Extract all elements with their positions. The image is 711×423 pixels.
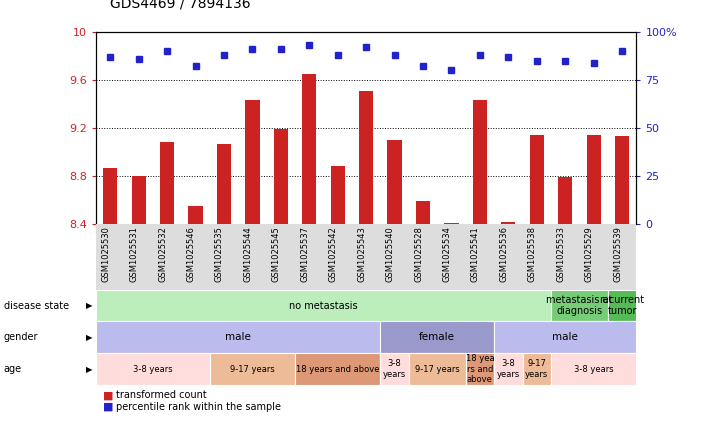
Text: female: female xyxy=(419,332,455,342)
Text: GDS4469 / 7894136: GDS4469 / 7894136 xyxy=(110,0,251,11)
Text: GSM1025533: GSM1025533 xyxy=(556,226,565,282)
Text: GSM1025534: GSM1025534 xyxy=(442,226,451,282)
Text: no metastasis: no metastasis xyxy=(289,301,358,310)
Bar xyxy=(217,143,231,224)
Bar xyxy=(444,223,459,224)
Text: ▶: ▶ xyxy=(86,365,92,374)
Text: 18 yea
rs and
above: 18 yea rs and above xyxy=(466,354,494,384)
Text: 3-8
years: 3-8 years xyxy=(497,360,520,379)
Text: GSM1025541: GSM1025541 xyxy=(471,226,480,282)
Text: ▶: ▶ xyxy=(86,333,92,342)
Text: 9-17
years: 9-17 years xyxy=(525,360,548,379)
Text: GSM1025532: GSM1025532 xyxy=(158,226,167,282)
Text: 3-8 years: 3-8 years xyxy=(574,365,614,374)
Bar xyxy=(387,140,402,224)
Text: ■: ■ xyxy=(103,390,114,400)
Bar xyxy=(473,100,487,224)
Text: gender: gender xyxy=(4,332,38,342)
Text: GSM1025530: GSM1025530 xyxy=(101,226,110,282)
Bar xyxy=(160,143,174,224)
Text: GSM1025536: GSM1025536 xyxy=(499,226,508,282)
Bar xyxy=(245,100,260,224)
Text: disease state: disease state xyxy=(4,301,69,310)
Bar xyxy=(501,222,515,224)
Text: GSM1025538: GSM1025538 xyxy=(528,226,537,282)
Text: male: male xyxy=(225,332,251,342)
Text: GSM1025539: GSM1025539 xyxy=(613,226,622,282)
Bar xyxy=(132,176,146,224)
Bar xyxy=(331,166,345,224)
Text: GSM1025537: GSM1025537 xyxy=(300,226,309,282)
Text: age: age xyxy=(4,364,21,374)
Text: 3-8
years: 3-8 years xyxy=(383,360,406,379)
Text: male: male xyxy=(552,332,578,342)
Text: GSM1025535: GSM1025535 xyxy=(215,226,224,282)
Bar xyxy=(530,135,544,224)
Text: percentile rank within the sample: percentile rank within the sample xyxy=(116,402,281,412)
Text: 9-17 years: 9-17 years xyxy=(415,365,459,374)
Text: GSM1025529: GSM1025529 xyxy=(584,226,594,282)
Text: recurrent
tumor: recurrent tumor xyxy=(599,295,645,316)
Text: GSM1025546: GSM1025546 xyxy=(186,226,196,282)
Bar xyxy=(587,135,601,224)
Bar xyxy=(274,129,288,224)
Text: 18 years and above: 18 years and above xyxy=(296,365,380,374)
Text: ▶: ▶ xyxy=(86,301,92,310)
Bar xyxy=(416,201,430,224)
Text: GSM1025545: GSM1025545 xyxy=(272,226,281,282)
Text: 9-17 years: 9-17 years xyxy=(230,365,274,374)
Text: 3-8 years: 3-8 years xyxy=(133,365,173,374)
Bar xyxy=(188,206,203,224)
Text: GSM1025544: GSM1025544 xyxy=(243,226,252,282)
Text: GSM1025528: GSM1025528 xyxy=(414,226,423,282)
Bar xyxy=(558,177,572,224)
Bar xyxy=(615,136,629,224)
Text: ■: ■ xyxy=(103,402,114,412)
Bar xyxy=(103,168,117,224)
Bar xyxy=(302,74,316,224)
Text: GSM1025542: GSM1025542 xyxy=(328,226,338,282)
Text: GSM1025543: GSM1025543 xyxy=(357,226,366,282)
Text: GSM1025540: GSM1025540 xyxy=(385,226,395,282)
Text: transformed count: transformed count xyxy=(116,390,207,400)
Text: GSM1025531: GSM1025531 xyxy=(129,226,139,282)
Text: metastasis at
diagnosis: metastasis at diagnosis xyxy=(546,295,613,316)
Bar xyxy=(359,91,373,224)
